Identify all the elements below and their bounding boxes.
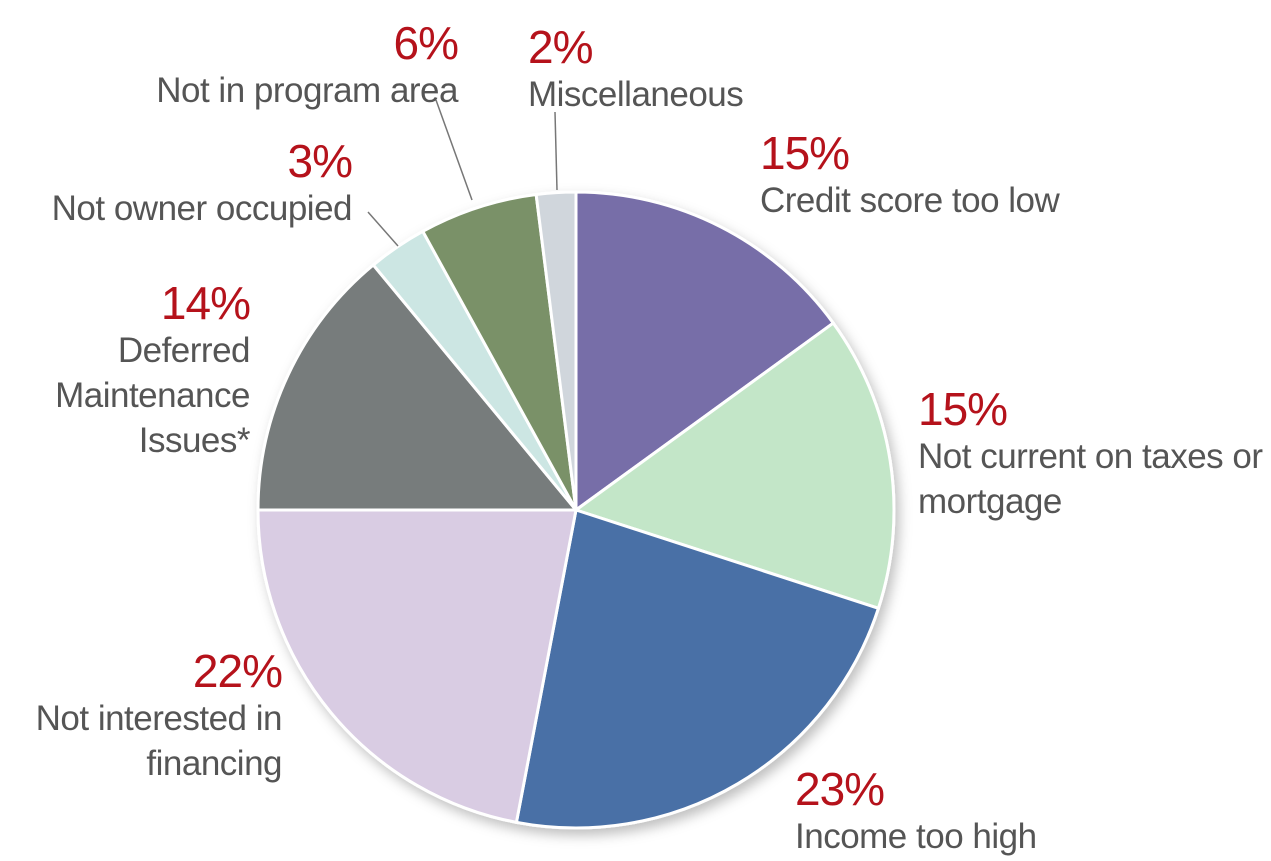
- pie-slice: [256, 263, 578, 512]
- category-label: Deferred Maintenance Issues*: [55, 331, 250, 460]
- slice-label: 15% Credit score too low: [760, 128, 1180, 223]
- value-label: 15%: [918, 383, 1008, 435]
- pie-slice: [574, 321, 896, 610]
- pie-slice: [256, 508, 578, 824]
- value-label: 3%: [287, 135, 353, 187]
- pie-slice: [514, 508, 880, 830]
- value-label: 6%: [393, 17, 459, 69]
- pie-slice: [534, 190, 578, 512]
- category-label: Income too high: [795, 817, 1037, 856]
- value-label: 15%: [760, 127, 850, 179]
- pie-slice: [574, 190, 835, 512]
- category-label: Miscellaneous: [528, 75, 744, 114]
- pie: [256, 190, 896, 830]
- slice-label: 22% Not interested in financing: [22, 645, 283, 786]
- pie-slice: [421, 193, 578, 512]
- slice-label: 6% Not in program area: [38, 17, 459, 113]
- value-label: 2%: [528, 21, 593, 73]
- leader-line: [367, 211, 399, 247]
- value-label: 22%: [192, 645, 283, 697]
- category-label: Not owner occupied: [51, 189, 353, 228]
- category-label: Not in program area: [156, 71, 458, 110]
- category-label: Credit score too low: [760, 181, 1060, 220]
- slice-label: 14% Deferred Maintenance Issues*: [20, 277, 251, 463]
- slice-label: 23% Income too high: [795, 764, 1215, 859]
- slice-label: 15% Not current on taxes or mortgage: [918, 384, 1268, 524]
- category-label: Not interested in financing: [35, 699, 283, 783]
- slice-label: 3% Not owner occupied: [0, 135, 353, 231]
- leader-line: [554, 111, 558, 191]
- value-label: 14%: [160, 277, 251, 329]
- leader-line: [435, 99, 473, 201]
- category-label: Not current on taxes or mortgage: [918, 437, 1263, 521]
- value-label: 23%: [795, 763, 885, 815]
- slice-label: 2% Miscellaneous: [528, 22, 828, 117]
